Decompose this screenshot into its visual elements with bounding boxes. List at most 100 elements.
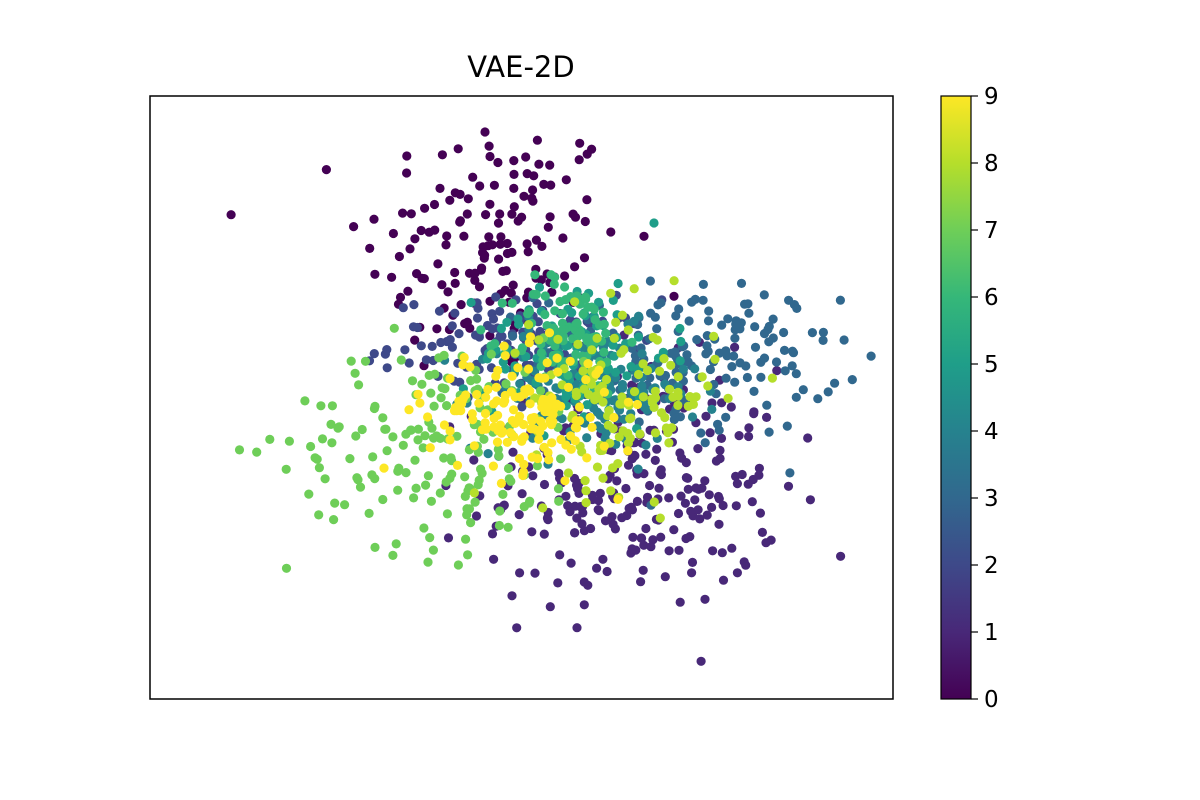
scatter-point-class-9 <box>445 435 455 445</box>
scatter-point-class-1 <box>718 575 729 585</box>
scatter-point-class-9 <box>530 424 540 434</box>
scatter-point-class-0 <box>507 209 517 219</box>
scatter-point-class-7 <box>360 356 371 366</box>
scatter-point-class-7 <box>401 468 411 478</box>
scatter-point-class-5 <box>649 218 659 228</box>
scatter-point-class-0 <box>462 317 472 327</box>
scatter-point-class-9 <box>563 382 574 392</box>
scatter-point-class-6 <box>589 304 599 314</box>
scatter-point-class-7 <box>419 523 429 533</box>
scatter-point-class-3 <box>671 311 681 321</box>
scatter-point-class-9 <box>526 413 537 423</box>
scatter-point-class-7 <box>389 323 399 333</box>
scatter-point-class-8 <box>650 393 661 403</box>
scatter-point-class-3 <box>721 412 731 422</box>
scatter-point-class-1 <box>675 448 685 458</box>
scatter-point-class-1 <box>718 500 728 511</box>
scatter-point-class-8 <box>655 513 665 523</box>
scatter-point-class-1 <box>592 563 602 573</box>
scatter-point-class-0 <box>560 271 570 281</box>
scatter-point-class-9 <box>507 371 517 381</box>
scatter-point-class-7 <box>327 438 337 448</box>
scatter-point-class-9 <box>583 359 593 369</box>
scatter-point-class-0 <box>395 292 406 302</box>
scatter-point-class-4 <box>518 331 529 342</box>
scatter-point-class-9 <box>458 360 468 370</box>
scatter-point-class-7 <box>425 533 435 543</box>
scatter-point-class-9 <box>415 398 425 408</box>
scatter-point-class-0 <box>575 138 585 148</box>
scatter-point-class-0 <box>546 180 556 190</box>
scatter-point-class-1 <box>676 491 686 501</box>
scatter-point-class-2 <box>517 402 527 412</box>
scatter-point-class-1 <box>749 409 759 419</box>
scatter-point-class-8 <box>580 476 590 486</box>
scatter-point-class-8 <box>510 348 520 358</box>
scatter-point-class-0 <box>580 216 590 227</box>
scatter-point-class-6 <box>573 331 583 341</box>
scatter-point-class-7 <box>284 436 294 446</box>
scatter-point-class-4 <box>687 412 698 422</box>
scatter-point-class-2 <box>409 300 419 310</box>
scatter-point-class-1 <box>701 411 711 421</box>
scatter-point-class-1 <box>705 428 715 438</box>
scatter-point-class-3 <box>798 385 808 395</box>
plot-frame <box>149 95 894 700</box>
scatter-point-class-7 <box>435 488 445 498</box>
scatter-point-class-9 <box>536 373 547 383</box>
scatter-point-class-9 <box>413 389 423 399</box>
scatter-point-class-0 <box>321 165 331 175</box>
scatter-point-class-0 <box>406 209 416 219</box>
scatter-point-class-2 <box>447 321 457 331</box>
scatter-point-class-3 <box>684 316 694 326</box>
scatter-point-class-9 <box>469 441 479 451</box>
scatter-point-class-1 <box>646 542 656 552</box>
scatter-point-class-3 <box>779 345 790 355</box>
scatter-point-class-1 <box>650 455 660 465</box>
scatter-point-class-9 <box>518 433 528 443</box>
scatter-point-class-8 <box>581 486 591 496</box>
scatter-point-class-3 <box>764 427 774 437</box>
scatter-point-class-0 <box>561 175 571 185</box>
scatter-point-class-3 <box>721 373 731 383</box>
scatter-point-class-7 <box>466 376 476 386</box>
scatter-point-class-4 <box>483 449 493 459</box>
scatter-point-class-1 <box>608 519 618 529</box>
scatter-point-class-1 <box>570 528 580 538</box>
scatter-point-class-1 <box>726 402 736 412</box>
scatter-point-class-0 <box>410 335 420 345</box>
scatter-point-class-7 <box>393 485 403 495</box>
scatter-point-class-1 <box>757 527 768 538</box>
scatter-point-class-0 <box>521 152 531 162</box>
scatter-point-class-7 <box>401 429 411 439</box>
chart-title: VAE-2D <box>467 50 574 84</box>
scatter-point-class-7 <box>367 470 377 480</box>
scatter-point-class-7 <box>504 474 514 484</box>
scatter-point-class-9 <box>613 494 623 504</box>
scatter-point-class-1 <box>593 495 604 506</box>
scatter-point-class-7 <box>462 510 472 520</box>
scatter-point-class-0 <box>437 280 447 290</box>
scatter-point-class-7 <box>426 388 436 398</box>
scatter-point-class-5 <box>610 367 621 377</box>
scatter-point-class-9 <box>518 467 529 477</box>
scatter-point-class-8 <box>608 463 618 473</box>
scatter-point-class-1 <box>700 594 710 604</box>
scatter-point-class-3 <box>703 316 714 326</box>
scatter-point-class-0 <box>509 202 519 212</box>
scatter-point-class-1 <box>528 471 538 481</box>
scatter-point-class-7 <box>381 424 391 434</box>
scatter-point-class-0 <box>485 331 495 341</box>
scatter-point-class-1 <box>636 533 646 543</box>
scatter-point-class-0 <box>453 144 463 154</box>
scatter-point-class-7 <box>378 413 388 423</box>
scatter-point-class-3 <box>784 295 794 305</box>
scatter-point-class-9 <box>556 434 566 445</box>
scatter-point-class-7 <box>424 370 434 380</box>
scatter-point-class-3 <box>690 294 700 304</box>
scatter-point-class-0 <box>369 214 379 224</box>
scatter-point-class-0 <box>475 181 485 191</box>
scatter-point-class-8 <box>659 354 669 364</box>
scatter-point-class-8 <box>592 462 603 472</box>
scatter-point-class-9 <box>585 412 595 422</box>
